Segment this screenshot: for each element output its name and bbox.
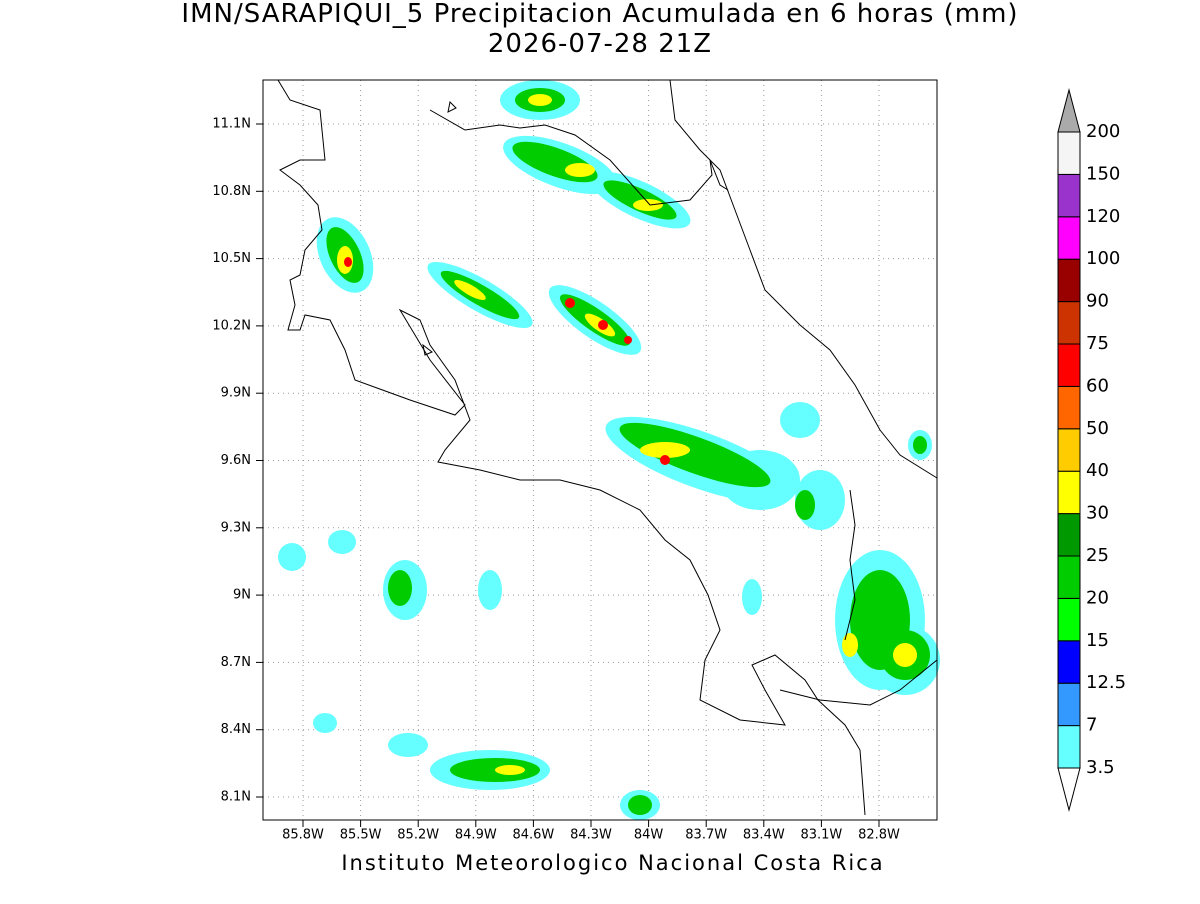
colorbar-label: 200 [1086,121,1120,142]
colorbar-segment [1057,343,1081,387]
colorbar-segment [1057,301,1081,345]
colorbar-over [1057,88,1081,133]
lon-tick-label: 83.4W [743,828,785,843]
footer: Instituto Meteorologico Nacional Costa R… [341,851,884,875]
colorbar-label: 20 [1086,587,1109,608]
precipitation-field [278,80,940,820]
axis-labels: 11.1N 10.8N 10.5N 10.2N 9.9N 9.6N 9.3N 9N 8.7N 8.… [212,117,900,843]
lon-tick-label: 83.1W [800,828,842,843]
colorbar-label: 120 [1086,206,1120,227]
colorbar-label: 150 [1086,163,1120,184]
lon-tick-label: 85.8W [282,828,324,843]
colorbar-label: 12.5 [1086,672,1126,693]
colorbar-label: 3.5 [1086,757,1115,778]
lon-tick-label: 84.9W [455,828,497,843]
colorbar-segment [1057,597,1081,642]
colorbar-segment [1057,216,1081,260]
colorbar-segment [1057,725,1081,769]
colorbar-label: 30 [1086,503,1109,524]
colorbar-label: 25 [1086,545,1109,566]
lat-tick-label: 8.7N [221,655,251,670]
lat-tick-label: 8.1N [221,790,251,805]
lon-tick-label: 84.3W [570,828,612,843]
colorbar-segment [1057,640,1081,684]
colorbar: 3.5 7 12.5 15 20 25 30 40 50 60 75 90 100 120 150 200 [1057,88,1126,812]
colorbar-segment [1057,682,1081,727]
colorbar-segment [1057,173,1081,218]
lon-tick-label: 82.8W [858,828,900,843]
colorbar-segment [1057,513,1081,557]
lon-tick-label: 83.7W [685,828,727,843]
colorbar-segment [1057,555,1081,599]
lon-tick-label: 84.6W [512,828,554,843]
map-title: IMN/SARAPIQUI_5 Precipitacion Acumulada … [181,0,1018,29]
colorbar-label: 75 [1086,333,1109,354]
colorbar-under [1057,767,1081,812]
lat-tick-label: 10.5N [212,251,251,266]
lat-tick-label: 8.4N [221,722,251,737]
colorbar-segment [1057,470,1081,515]
lon-tick-label: 84W [634,828,664,843]
lon-tick-label: 85.2W [397,828,439,843]
lon-tick-label: 85.5W [340,828,382,843]
lat-tick-label: 10.2N [212,318,251,333]
lat-tick-label: 9.6N [221,453,251,468]
colorbar-segment [1057,385,1081,430]
colorbar-segment [1057,258,1081,303]
lat-tick-label: 10.8N [212,184,251,199]
colorbar-segment [1057,131,1081,175]
colorbar-label: 7 [1086,715,1097,736]
coastline [277,79,938,816]
colorbar-label: 100 [1086,248,1120,269]
lat-tick-label: 9.9N [221,386,251,401]
map-frame [262,79,938,821]
map-subtitle: 2026-07-28 21Z [488,29,712,59]
lat-tick-label: 9.3N [221,520,251,535]
lat-tick-label: 11.1N [212,117,251,132]
colorbar-label: 90 [1086,291,1109,312]
colorbar-segment [1057,428,1081,472]
colorbar-label: 60 [1086,375,1109,396]
colorbar-label: 15 [1086,630,1109,651]
lat-tick-label: 9N [233,588,251,603]
colorbar-label: 40 [1086,460,1109,481]
colorbar-label: 50 [1086,418,1109,439]
